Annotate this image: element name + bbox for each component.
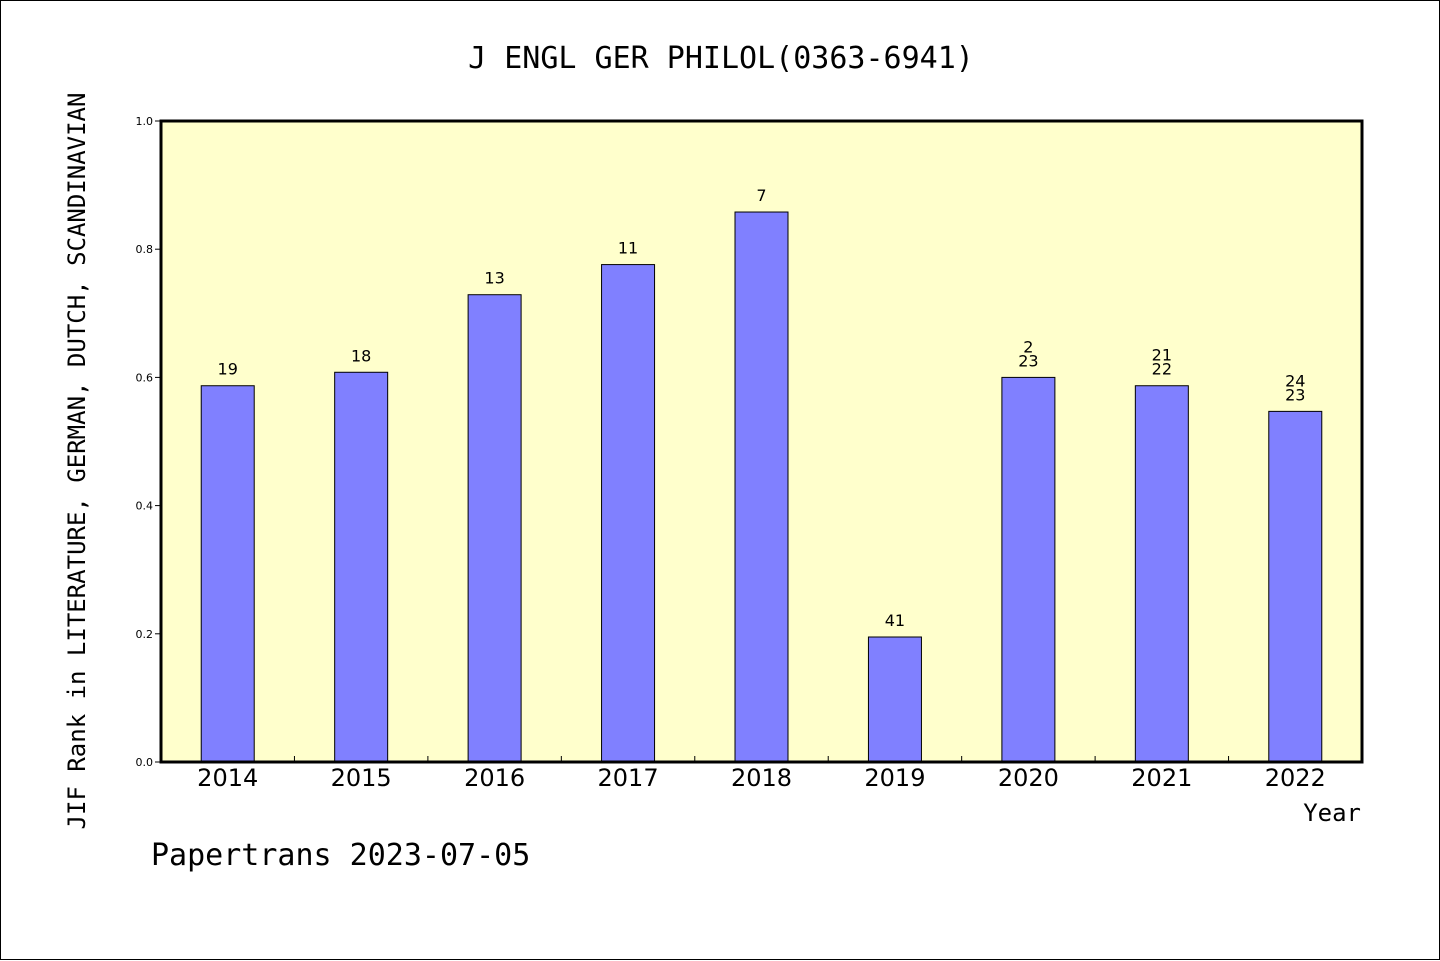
x-tick-label: 2021: [1131, 764, 1192, 792]
x-axis: 2014 2015 2016 2017 2018 2019 2020 2021 2022: [197, 756, 1326, 792]
y-tick-label: 0.6: [136, 371, 154, 384]
x-tick-label: 2020: [998, 764, 1059, 792]
x-axis-label: Year: [1303, 799, 1361, 827]
x-tick-label: 2016: [464, 764, 525, 792]
bar-rank-label: 23: [1285, 385, 1305, 404]
bar-rank-label: 18: [351, 346, 371, 365]
bar-rank-label: 2: [1023, 337, 1033, 356]
bar-rank-label: 11: [618, 239, 638, 258]
x-tick-label: 2014: [197, 764, 258, 792]
chart-title: J ENGL GER PHILOL(0363-6941): [468, 41, 974, 76]
bar-2022: [1268, 410, 1323, 763]
bar-rank-label: 13: [484, 269, 504, 288]
bar-2014: [200, 385, 255, 763]
y-tick-label: 1.0: [136, 115, 154, 128]
y-tick-label: 0.8: [136, 243, 154, 256]
bar-rank-label: 21: [1152, 346, 1172, 365]
plot-frame: [159, 119, 1364, 764]
bar-rank-label: 24: [1285, 371, 1305, 390]
bar-rank-label: 19: [218, 360, 238, 379]
footer-credit: Papertrans 2023-07-05: [151, 838, 530, 873]
x-tick-label: 2018: [731, 764, 792, 792]
bar-rank-label: 41: [885, 611, 905, 630]
bar-rank-label: 23: [1018, 351, 1038, 370]
bar-rank-label: 7: [756, 186, 766, 205]
y-tick-label: 0.4: [136, 500, 154, 513]
bar-rank-label: 22: [1152, 360, 1172, 379]
bar-group: [200, 211, 1323, 763]
y-axis-label: JIF Rank in LITERATURE, GERMAN, DUTCH, S…: [63, 93, 91, 830]
x-tick-label: 2015: [331, 764, 392, 792]
bar-2021: [1134, 385, 1189, 763]
bar-2015: [334, 371, 389, 763]
bar-2018: [734, 211, 789, 763]
bar-2019: [867, 636, 922, 763]
x-tick-label: 2019: [864, 764, 925, 792]
y-tick-label: 0.2: [136, 628, 154, 641]
bar-2016: [467, 294, 522, 763]
bar-2017: [601, 264, 656, 763]
bar-2020: [1001, 376, 1056, 763]
x-tick-label: 2022: [1265, 764, 1326, 792]
x-tick-label: 2017: [598, 764, 659, 792]
y-tick-label: 0.0: [136, 756, 154, 769]
y-axis: 0.0 0.2 0.4 0.6 0.8 1.0: [136, 115, 161, 769]
